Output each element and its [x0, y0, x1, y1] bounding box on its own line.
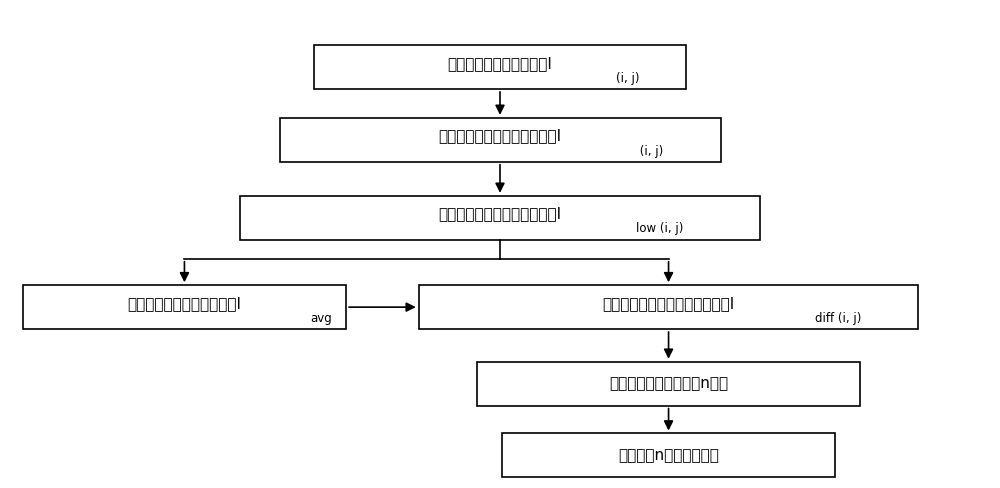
Text: (i, j): (i, j): [636, 144, 663, 158]
Text: (i, j): (i, j): [616, 72, 639, 85]
Bar: [240, 196, 760, 240]
Text: low (i, j): low (i, j): [636, 223, 684, 236]
Text: 进行数据移位，获得低位图像I: 进行数据移位，获得低位图像I: [438, 206, 562, 222]
Bar: [502, 433, 835, 477]
Text: 进行取均值，获得图像均值I: 进行取均值，获得图像均值I: [127, 296, 241, 311]
Text: 采集一张均匀中性灰图像I: 采集一张均匀中性灰图像I: [448, 56, 552, 71]
Text: 对差异图像进行标准差n计算: 对差异图像进行标准差n计算: [609, 376, 728, 391]
Bar: [314, 45, 686, 89]
Bar: [419, 285, 918, 329]
Bar: [477, 362, 860, 406]
Text: 对标准差n的值进行判断: 对标准差n的值进行判断: [618, 448, 719, 463]
Text: avg: avg: [310, 312, 332, 325]
Text: 进行图像预处理，获得灰度图I: 进行图像预处理，获得灰度图I: [438, 128, 562, 143]
Bar: [280, 118, 720, 162]
Text: diff (i, j): diff (i, j): [815, 312, 861, 325]
Text: 进行绝对值计算，获得差异图像I: 进行绝对值计算，获得差异图像I: [602, 296, 735, 311]
Bar: [23, 285, 346, 329]
